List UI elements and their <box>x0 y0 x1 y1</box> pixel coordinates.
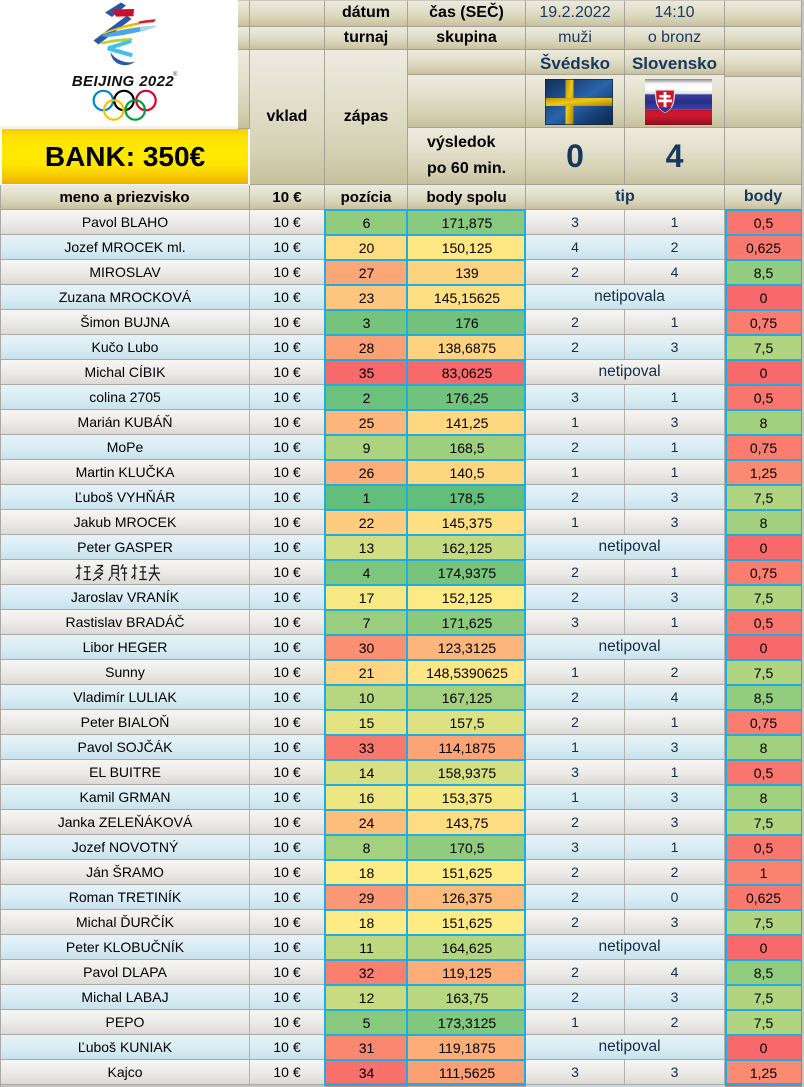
svg-text:®: ® <box>173 71 178 78</box>
svg-text:BEIJING 2022: BEIJING 2022 <box>72 73 175 90</box>
